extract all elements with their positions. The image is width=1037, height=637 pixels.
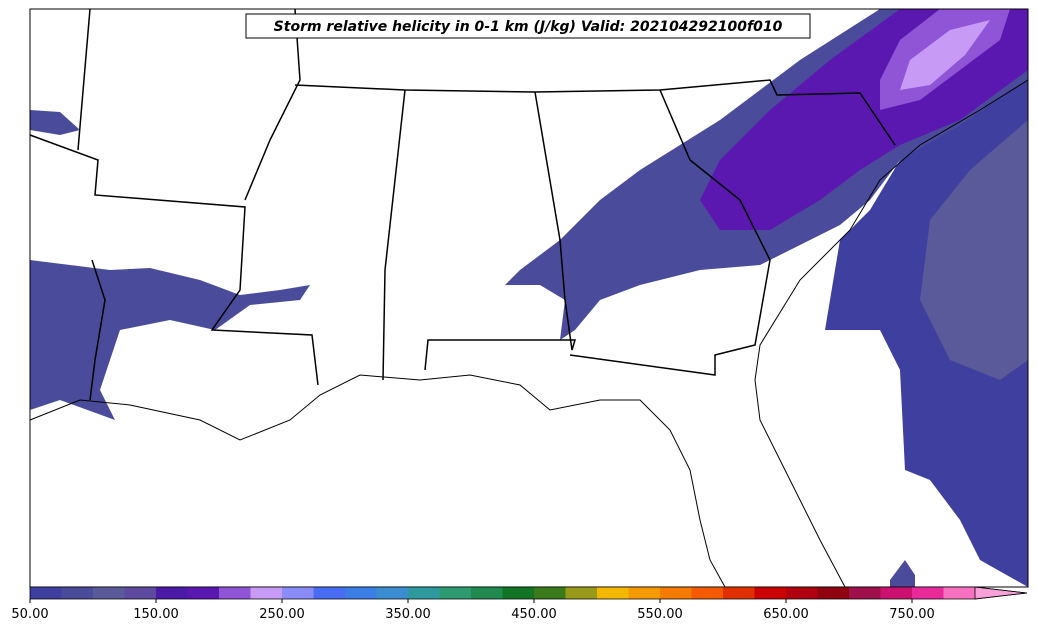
- helicity-west: [30, 260, 310, 420]
- map-panel: Storm relative helicity in 0-1 km (J/kg)…: [29, 8, 1029, 588]
- state-border: [77, 8, 91, 151]
- colorbar-segment: [471, 587, 503, 599]
- colorbar-segment: [187, 587, 220, 599]
- colorbar-segment: [219, 587, 251, 599]
- colorbar-tick-label: 250.00: [259, 607, 305, 622]
- colorbar-segment: [124, 587, 157, 599]
- colorbar-segment: [439, 587, 472, 599]
- colorbar-segment: [534, 587, 566, 599]
- colorbar-segment: [723, 587, 755, 599]
- coastline: [29, 79, 1029, 588]
- helicity-ocean-inner: [920, 120, 1028, 380]
- colorbar-segment: [502, 587, 535, 599]
- state-border: [424, 91, 577, 371]
- colorbar-tick-label: 50.00: [11, 607, 48, 622]
- colorbar-segment: [628, 587, 661, 599]
- colorbar-outline: [29, 586, 1028, 600]
- colorbar-segment: [250, 587, 283, 599]
- colorbar-tick-label: 150.00: [133, 607, 179, 622]
- colorbar-segment: [943, 587, 976, 599]
- colorbar-segment: [376, 587, 409, 599]
- state-border: [382, 89, 406, 381]
- state-border: [294, 79, 896, 146]
- colorbar-segment: [61, 587, 94, 599]
- colorbar-segment: [30, 587, 62, 599]
- state-border: [569, 89, 771, 376]
- colorbar-segment: [313, 587, 346, 599]
- helicity-northwest: [30, 110, 80, 135]
- colorbar-segment: [408, 587, 440, 599]
- colorbar-segment: [565, 587, 598, 599]
- colorbar-segment: [282, 587, 314, 599]
- colorbar-segment: [754, 587, 787, 599]
- helicity-max: [900, 20, 990, 90]
- colorbar-segment: [597, 587, 629, 599]
- state-border: [89, 259, 106, 401]
- colorbar-segment: [93, 587, 125, 599]
- colorbar-segment: [849, 587, 881, 599]
- state-border: [29, 134, 319, 386]
- colorbar-segment: [912, 587, 944, 599]
- colorbar-tick-label: 550.00: [637, 607, 683, 622]
- colorbar-segment: [786, 587, 818, 599]
- state-border: [244, 8, 301, 201]
- colorbar-segment: [691, 587, 724, 599]
- colorbar-segment: [880, 587, 913, 599]
- colorbar-segment: [817, 587, 850, 599]
- colorbar-segment: [660, 587, 692, 599]
- borders: [29, 8, 896, 401]
- colorbar-tick-label: 750.00: [889, 607, 935, 622]
- helicity-south: [890, 560, 915, 587]
- colorbar: 50.00 150.00 250.00 350.00 450.00 550.00 650.0…: [11, 586, 1028, 622]
- map-title: Storm relative helicity in 0-1 km (J/kg)…: [274, 19, 783, 35]
- colorbar-tick-label: 350.00: [385, 607, 431, 622]
- colorbar-segment: [345, 587, 377, 599]
- colorbar-tick-label: 650.00: [763, 607, 809, 622]
- title-box: [245, 13, 811, 39]
- colorbar-segment: [156, 587, 188, 599]
- colorbar-tick-label: 450.00: [511, 607, 557, 622]
- colorbar-extend: [974, 586, 1028, 600]
